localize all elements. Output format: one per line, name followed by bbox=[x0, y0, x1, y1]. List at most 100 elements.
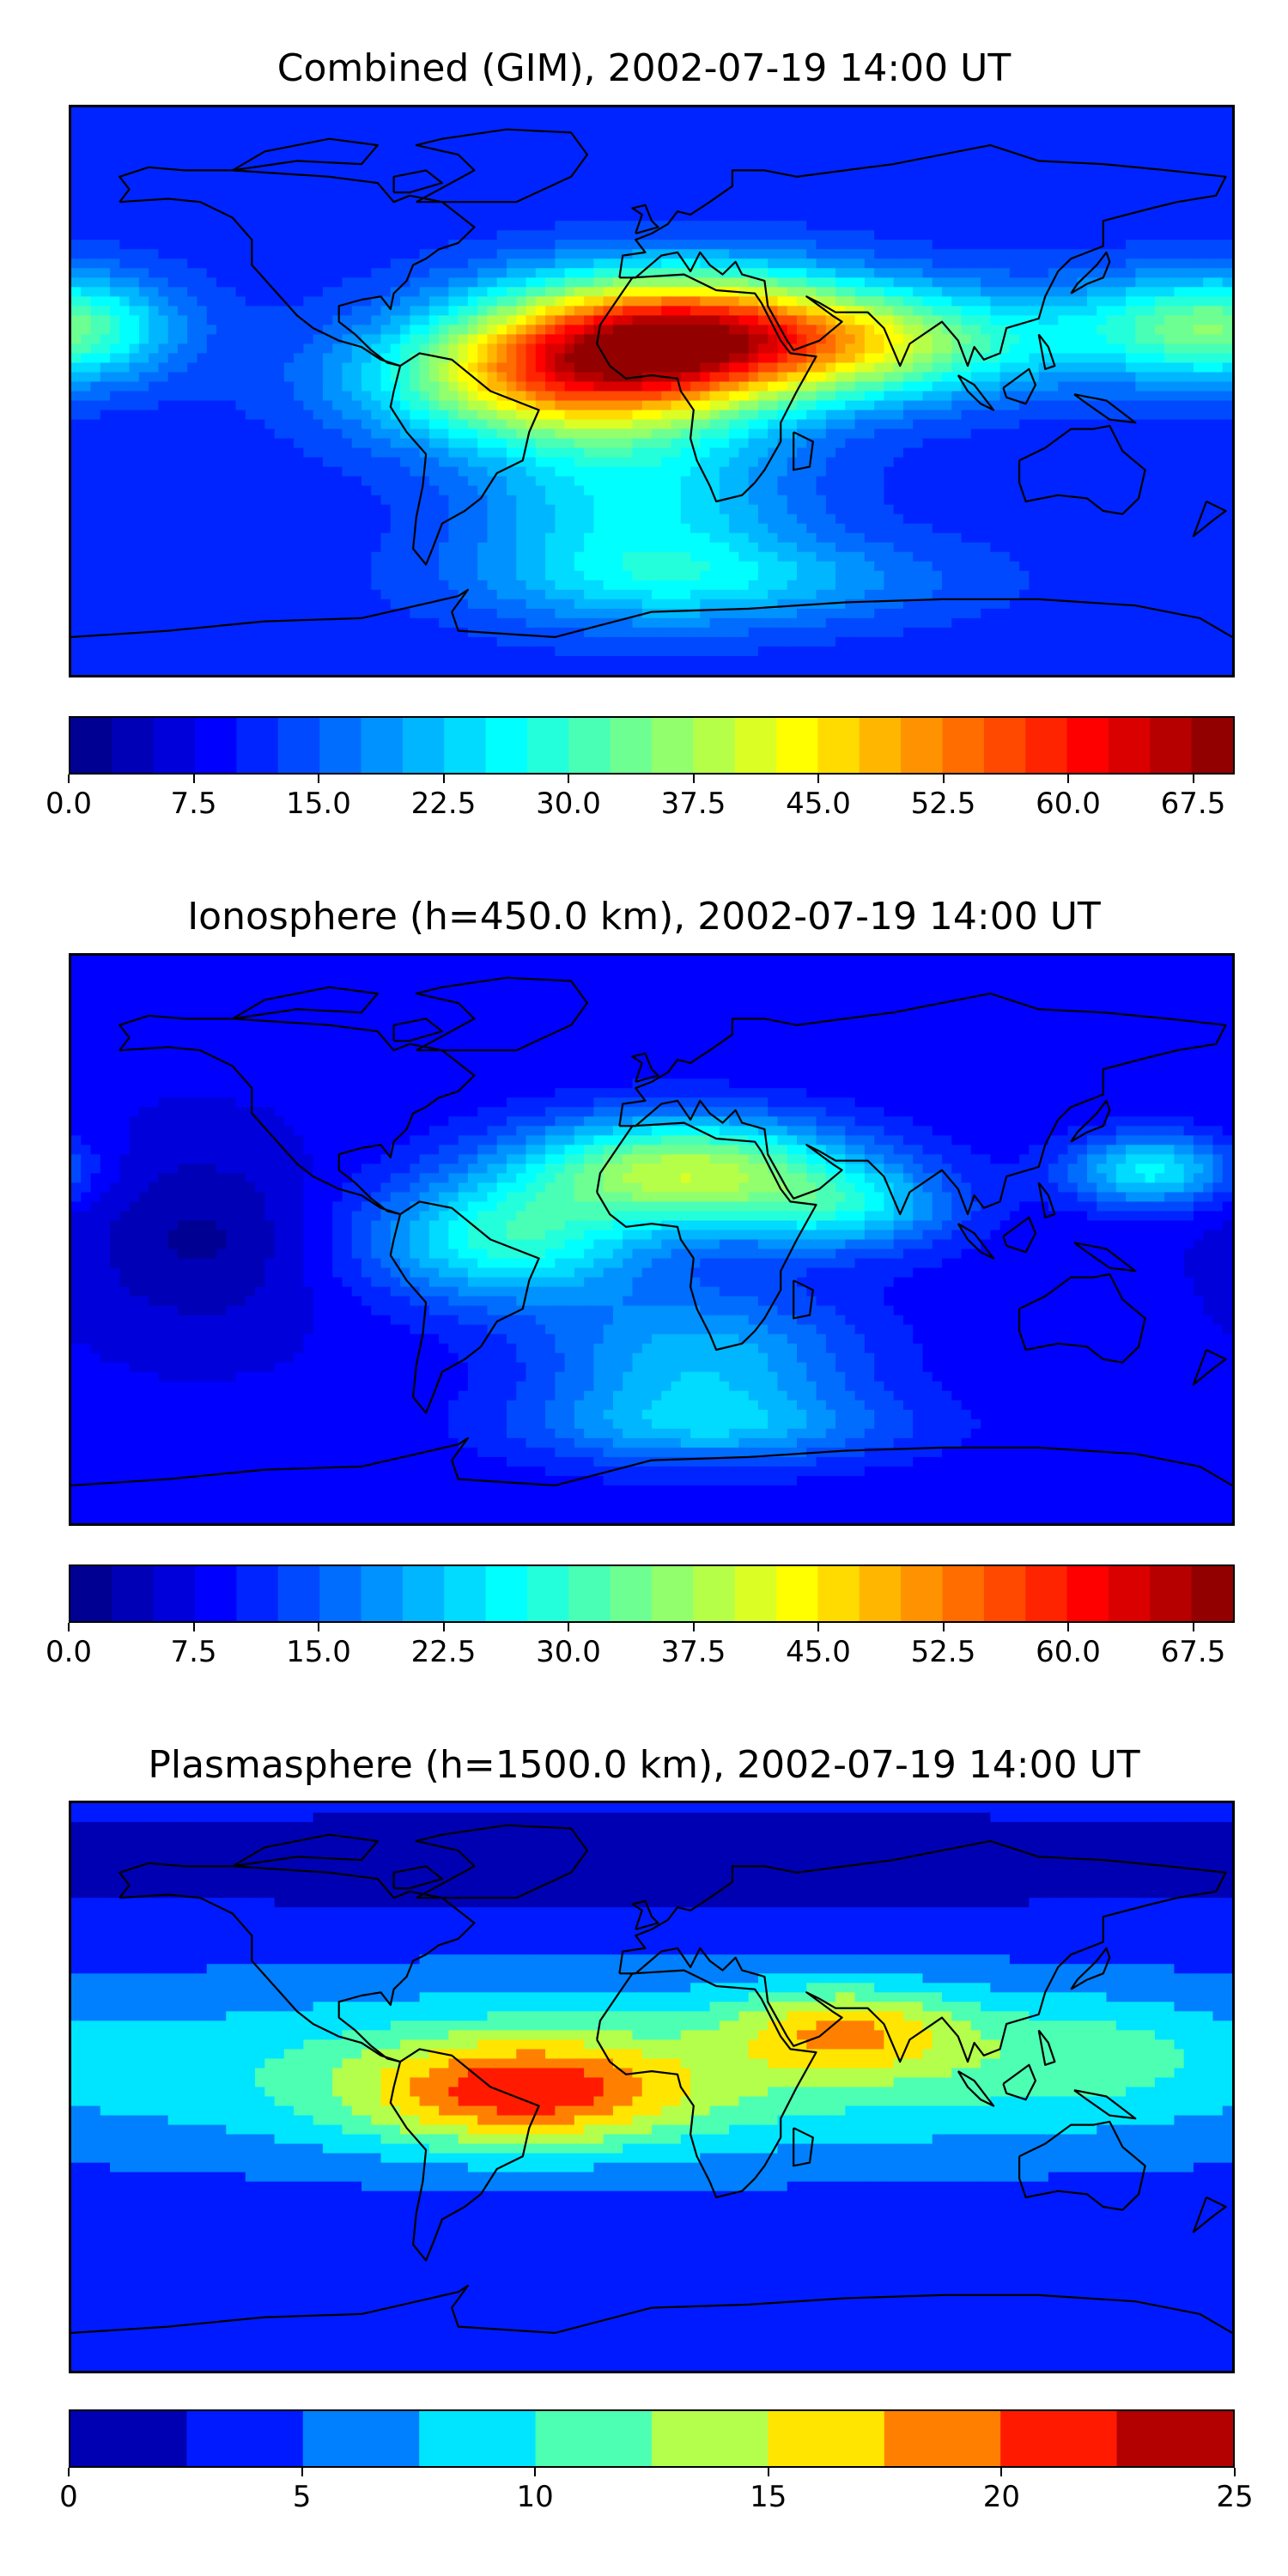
heatmap-cell bbox=[768, 334, 779, 345]
heatmap-cell bbox=[1126, 202, 1136, 212]
heatmap-cell bbox=[1183, 173, 1194, 184]
heatmap-cell bbox=[458, 287, 469, 297]
heatmap-cell bbox=[787, 495, 798, 506]
heatmap-cell bbox=[768, 476, 779, 487]
heatmap-cell bbox=[932, 334, 943, 345]
heatmap-cell bbox=[1029, 192, 1040, 203]
heatmap-cell bbox=[487, 315, 498, 325]
heatmap-cell bbox=[671, 277, 682, 288]
heatmap-cell bbox=[197, 117, 208, 127]
heatmap-cell bbox=[902, 117, 914, 127]
heatmap-cell bbox=[641, 155, 653, 165]
heatmap-cell bbox=[332, 202, 343, 212]
heatmap-cell bbox=[981, 457, 991, 468]
heatmap-cell bbox=[845, 107, 856, 118]
heatmap-cell bbox=[167, 126, 179, 137]
heatmap-cell bbox=[187, 183, 198, 193]
heatmap-cell bbox=[951, 258, 963, 269]
heatmap-cell bbox=[1067, 164, 1078, 174]
heatmap-cell bbox=[226, 126, 237, 137]
heatmap-cell bbox=[1048, 117, 1059, 127]
heatmap-cell bbox=[197, 230, 208, 240]
heatmap-cell bbox=[748, 183, 759, 193]
heatmap-cell bbox=[999, 362, 1011, 374]
heatmap-cell bbox=[757, 447, 769, 459]
heatmap-cell bbox=[371, 202, 382, 212]
heatmap-cell bbox=[1145, 315, 1156, 325]
heatmap-cell bbox=[661, 287, 672, 297]
heatmap-cell bbox=[1145, 485, 1156, 496]
heatmap-cell bbox=[652, 334, 662, 345]
heatmap-cell bbox=[990, 447, 1001, 459]
heatmap-cell bbox=[981, 258, 991, 269]
heatmap-cell bbox=[1087, 192, 1097, 203]
heatmap-cell bbox=[294, 447, 304, 459]
heatmap-cell bbox=[90, 485, 101, 496]
heatmap-cell bbox=[206, 325, 217, 335]
heatmap-cell bbox=[428, 240, 440, 250]
heatmap-cell bbox=[1174, 126, 1185, 137]
heatmap-cell bbox=[864, 277, 875, 288]
heatmap-cell bbox=[1019, 230, 1030, 240]
heatmap-cell bbox=[274, 240, 285, 250]
heatmap-cell bbox=[332, 325, 343, 335]
heatmap-cell bbox=[226, 428, 237, 440]
heatmap-cell bbox=[709, 410, 720, 421]
heatmap-cell bbox=[448, 495, 459, 506]
heatmap-cell bbox=[584, 372, 594, 383]
heatmap-cell bbox=[371, 211, 382, 222]
heatmap-cell bbox=[738, 277, 750, 288]
heatmap-cell bbox=[226, 353, 237, 364]
heatmap-cell bbox=[845, 240, 856, 250]
heatmap-cell bbox=[922, 438, 933, 449]
heatmap-cell bbox=[439, 164, 449, 174]
heatmap-cell bbox=[1029, 249, 1040, 259]
heatmap-cell bbox=[535, 362, 546, 374]
heatmap-cell bbox=[1154, 221, 1165, 231]
heatmap-cell bbox=[661, 183, 672, 193]
heatmap-cell bbox=[690, 466, 701, 477]
heatmap-cell bbox=[100, 334, 111, 345]
heatmap-cell bbox=[1029, 296, 1040, 307]
heatmap-cell bbox=[361, 164, 372, 174]
heatmap-cell bbox=[797, 428, 807, 440]
heatmap-cell bbox=[535, 240, 546, 250]
heatmap-cell bbox=[593, 136, 605, 146]
heatmap-cell bbox=[255, 466, 265, 477]
heatmap-cell bbox=[593, 306, 605, 316]
heatmap-cell bbox=[187, 249, 198, 259]
heatmap-cell bbox=[294, 457, 304, 468]
heatmap-cell bbox=[816, 457, 827, 468]
heatmap-cell bbox=[71, 287, 82, 297]
heatmap-cell bbox=[835, 476, 846, 487]
heatmap-cell bbox=[981, 145, 991, 155]
heatmap-cell bbox=[864, 287, 875, 297]
heatmap-cell bbox=[448, 164, 459, 174]
heatmap-cell bbox=[100, 343, 111, 355]
heatmap-cell bbox=[467, 126, 478, 137]
heatmap-cell bbox=[623, 221, 634, 231]
heatmap-cell bbox=[81, 249, 92, 259]
heatmap-cell bbox=[255, 306, 265, 316]
heatmap-cell bbox=[283, 164, 295, 174]
heatmap-cell bbox=[797, 391, 807, 402]
heatmap-cell bbox=[719, 353, 730, 364]
heatmap-cell bbox=[1222, 126, 1232, 137]
heatmap-cell bbox=[1154, 457, 1165, 468]
heatmap-cell bbox=[564, 457, 575, 468]
heatmap-cell bbox=[932, 249, 943, 259]
heatmap-cell bbox=[835, 183, 846, 193]
heatmap-cell bbox=[1174, 277, 1185, 288]
heatmap-cell bbox=[874, 202, 884, 212]
heatmap-cell bbox=[603, 466, 614, 477]
heatmap-cell bbox=[874, 447, 884, 459]
heatmap-cell bbox=[342, 419, 353, 430]
heatmap-cell bbox=[768, 381, 779, 392]
heatmap-cell bbox=[874, 391, 884, 402]
heatmap-cell bbox=[71, 306, 82, 316]
heatmap-cell bbox=[1115, 334, 1127, 345]
heatmap-cell bbox=[235, 410, 246, 421]
heatmap-cell bbox=[294, 315, 304, 325]
heatmap-cell bbox=[854, 230, 866, 240]
heatmap-cell bbox=[768, 107, 779, 118]
